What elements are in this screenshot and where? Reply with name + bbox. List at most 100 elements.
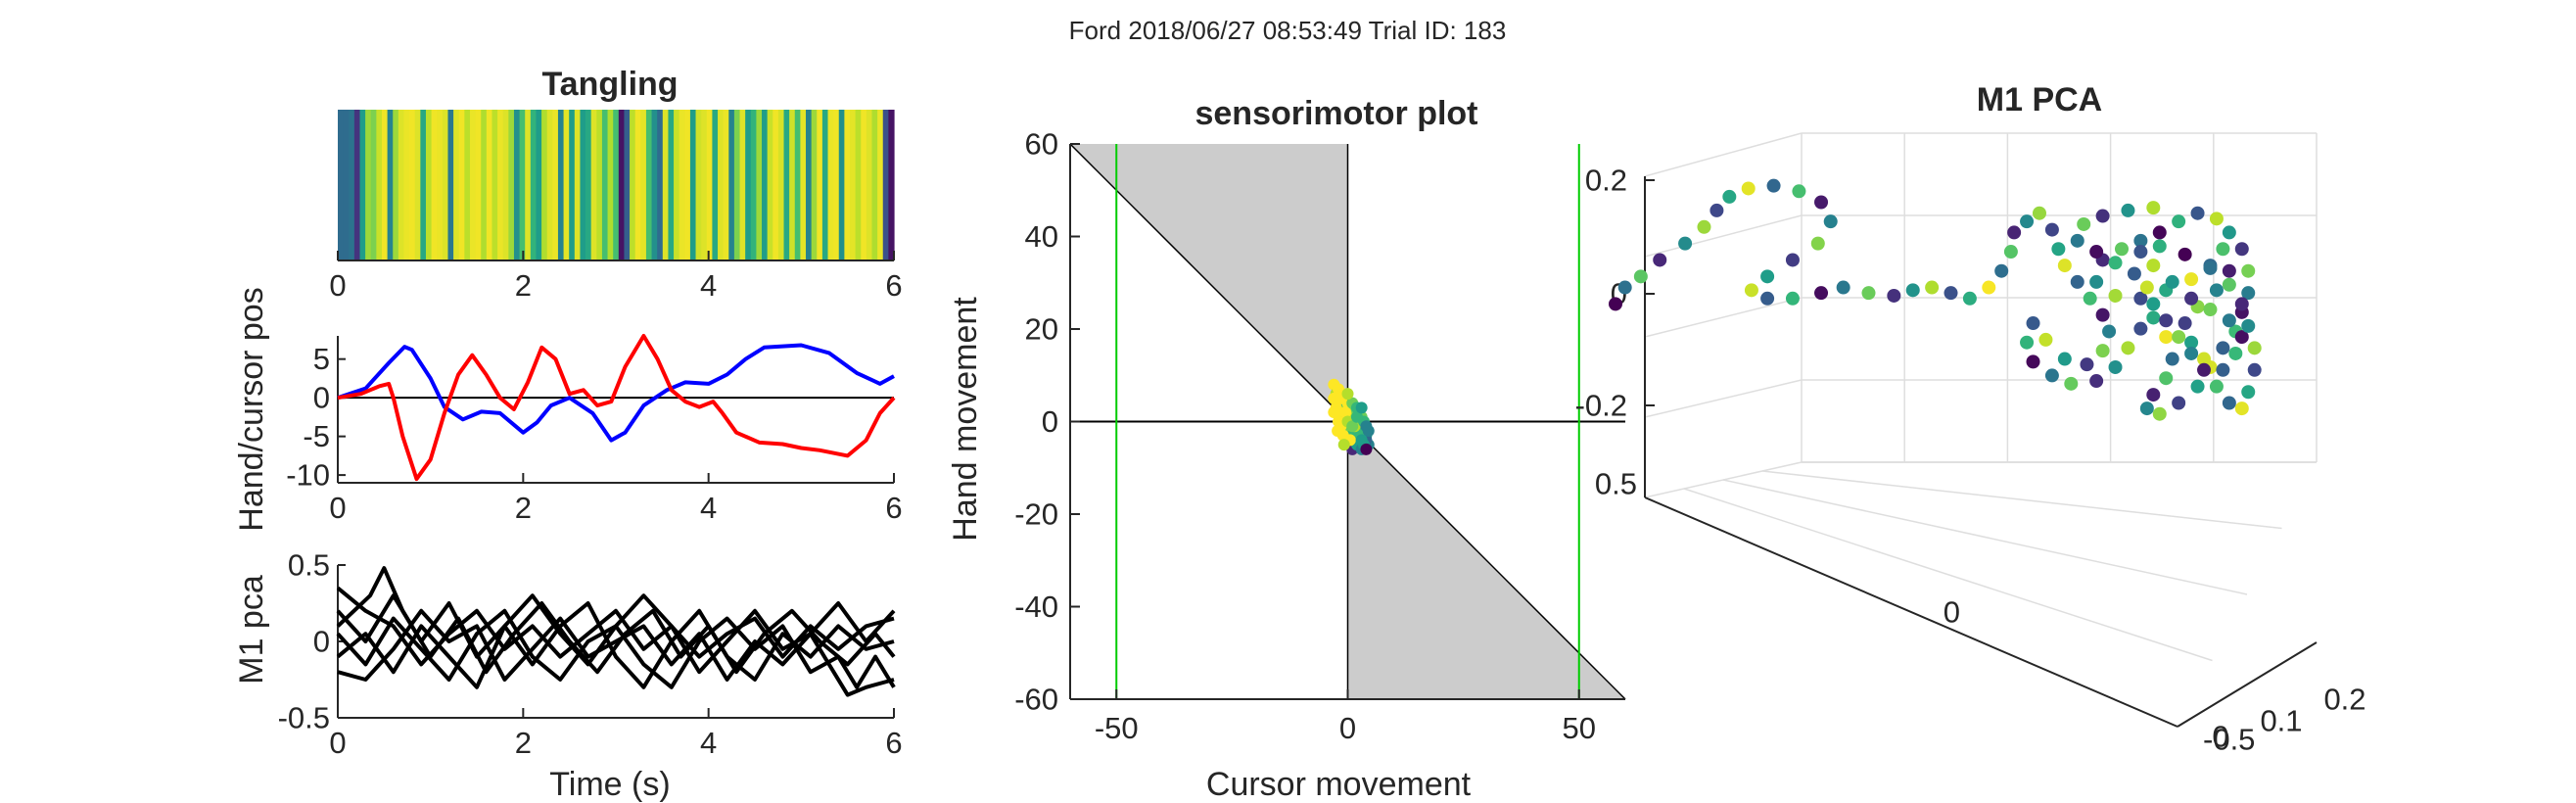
tangling-cell xyxy=(739,110,746,260)
p3-trajectory-point xyxy=(2247,341,2262,355)
hand-cursor-ytick-label: 0 xyxy=(313,381,330,415)
p3-trajectory-point xyxy=(2216,242,2230,257)
p3-trajectory-point xyxy=(2146,259,2161,273)
p3-trajectory-point xyxy=(2146,201,2161,215)
tangling-cell xyxy=(574,110,582,260)
p3-trajectory-point xyxy=(2026,354,2040,369)
tangling-cell xyxy=(546,110,553,260)
sensorimotor-xtick-label: 0 xyxy=(1339,711,1356,745)
p3-trajectory-point xyxy=(2026,316,2040,331)
p3-trajectory-point xyxy=(2241,286,2256,301)
tangling-cell xyxy=(645,110,653,260)
p3-grid-line xyxy=(1644,297,1803,338)
hand-cursor-axes: 0 2 4 6 5 0 -5 -10 xyxy=(286,336,903,525)
p3-trajectory-point xyxy=(2133,321,2148,336)
tangling-cell xyxy=(398,110,405,260)
p3-trajectory-point xyxy=(2083,291,2097,306)
tangling-cell xyxy=(475,110,482,260)
hand-cursor-ytick-label: -5 xyxy=(303,419,330,453)
tangling-cell xyxy=(569,110,576,260)
p3-trajectory-point xyxy=(1810,236,1825,251)
tangling-cell xyxy=(359,110,366,260)
tangling-cell xyxy=(630,110,636,260)
tangling-cell xyxy=(536,110,542,260)
p3-trajectory-point xyxy=(2209,379,2224,394)
tangling-cell xyxy=(618,110,626,260)
p3-trajectory-point xyxy=(2146,297,2161,311)
p3-trajectory-point xyxy=(2234,330,2249,345)
p3-trajectory-point xyxy=(2133,291,2148,306)
p3-trajectory-point xyxy=(2184,291,2199,306)
p3-trajectory-point xyxy=(2070,274,2084,289)
tangling-cell xyxy=(393,110,399,260)
p3-trajectory-point xyxy=(2032,206,2046,220)
tangling-cell xyxy=(447,110,454,260)
p3-trajectory-point xyxy=(2209,212,2224,226)
p3-trajectory-point xyxy=(2064,376,2079,391)
tangling-cell xyxy=(817,110,823,260)
tangling-cell xyxy=(563,110,570,260)
tangling-cell xyxy=(844,110,851,260)
p3-trajectory-point xyxy=(1994,263,2009,278)
p3-trajectory-point xyxy=(1814,286,1829,301)
tangling-cell xyxy=(657,110,664,260)
p3-ytick-label: -0.5 xyxy=(2203,723,2255,757)
p3-trajectory-point xyxy=(2108,256,2123,270)
p3-trajectory-point xyxy=(2222,263,2236,278)
tangling-cell xyxy=(806,110,813,260)
p3-trajectory-point xyxy=(2222,277,2236,292)
tangling-heatmap xyxy=(338,110,895,260)
m1-pca-axes: 0 2 4 60.50-0.5 xyxy=(278,548,903,761)
p3-grid-line xyxy=(1644,379,1803,418)
tangling-cell xyxy=(552,110,559,260)
p3-trajectory-point xyxy=(1633,269,1648,284)
tangling-cell xyxy=(833,110,840,260)
tangling-cell xyxy=(888,110,895,260)
p3-trajectory-point xyxy=(2197,362,2212,377)
p3-trajectory-point xyxy=(1792,184,1806,199)
hand-cursor-panel: 0 2 4 6 5 0 -5 -10 Hand/cursor pos xyxy=(233,287,903,531)
p3-trajectory-point xyxy=(2070,233,2084,248)
p3-trajectory-point xyxy=(1905,283,1920,298)
p3-trajectory-point xyxy=(2057,352,2072,366)
tangling-cell xyxy=(414,110,421,260)
p3-trajectory-point xyxy=(1741,181,1756,196)
m1-pca-3d-panel: M1 PCA 0.20-0.20.50-0.50 0.10.2 xyxy=(1575,81,2366,757)
p3-trajectory-point xyxy=(2139,280,2154,295)
tangling-cell xyxy=(370,110,377,260)
p3-trajectory-point xyxy=(2077,216,2091,231)
tangling-cell xyxy=(777,110,785,260)
p3-trajectory-point xyxy=(2159,330,2174,345)
p3-trajectory-point xyxy=(2080,357,2094,372)
m1-pca-xtick-label: 0 xyxy=(329,726,346,760)
p3-trajectory-point xyxy=(2172,396,2186,410)
p3-trajectory-point xyxy=(1678,236,1693,251)
p3-trajectory-point xyxy=(1653,253,1667,267)
p3-trajectory-point xyxy=(1697,219,1711,234)
p3-trajectory-point xyxy=(2127,266,2141,281)
p3-trajectory-point xyxy=(2184,335,2199,350)
p3-trajectory-point xyxy=(2241,385,2256,400)
tangling-xtick-label: 0 xyxy=(329,268,346,303)
tangling-cell xyxy=(541,110,548,260)
p3-y-axis xyxy=(1644,496,2178,728)
m1-pca-xtick-label: 6 xyxy=(885,726,902,760)
tangling-cell xyxy=(706,110,714,260)
tangling-cell xyxy=(866,110,873,260)
tangling-cell xyxy=(668,110,675,260)
sensorimotor-point xyxy=(1339,406,1352,419)
p3-trajectory-point xyxy=(2044,222,2059,237)
p3-trajectory-point xyxy=(2114,242,2129,257)
p3-trajectory-point xyxy=(2020,335,2035,350)
sensorimotor-ytick-label: -60 xyxy=(1014,683,1058,717)
sensorimotor-point xyxy=(1355,402,1368,414)
p3-xtick-label: 0.2 xyxy=(2323,683,2365,717)
p3-trajectory-point xyxy=(2007,225,2022,240)
sensorimotor-point xyxy=(1360,443,1373,455)
p3-trajectory-point xyxy=(2241,318,2256,333)
p3-grid-line xyxy=(1644,132,1803,177)
m1-pca-3d-trajectory xyxy=(1609,178,2262,421)
tangling-cell xyxy=(387,110,394,260)
tangling-cell xyxy=(689,110,697,260)
